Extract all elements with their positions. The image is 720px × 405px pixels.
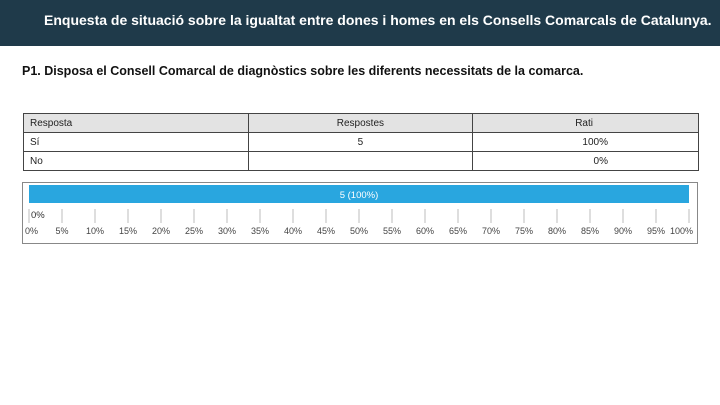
header-title: Enquesta de situació sobre la igualtat e… [44,12,712,28]
slide-header: Enquesta de situació sobre la igualtat e… [0,0,720,46]
x-tick-label: 45% [317,226,335,236]
x-tick-label: 70% [482,226,500,236]
ratio-cell: 100% [472,132,699,152]
bar-data-label: 5 (100%) [340,190,379,201]
x-tick-label: 95% [647,226,665,236]
x-tick-label: 55% [383,226,401,236]
x-tick-label: 35% [251,226,269,236]
count-cell: 5 [247,132,474,152]
x-tick-label: 10% [86,226,104,236]
table-header-row: Resposta Respostes Rati [23,113,699,133]
x-tick-label: 50% [350,226,368,236]
bar-si [29,185,689,203]
table-row: Sí 5 100% [23,132,699,152]
header-rati: Rati [472,113,699,133]
question-title: P1. Disposa el Consell Comarcal de diagn… [22,64,584,78]
x-tick-label: 85% [581,226,599,236]
answer-cell: Sí [23,132,249,152]
x-tick-label: 0% [25,226,38,236]
x-tick-label: 40% [284,226,302,236]
header-respostes: Respostes [247,113,474,133]
bar-chart-svg: 0% 5% 10% 15% 20% 25% 30% 35% 40% 45% 50% 55% 60% 65%… [25,185,693,236]
x-tick-label: 5% [55,226,68,236]
x-tick-label: 65% [449,226,467,236]
answer-cell: No [23,151,249,171]
results-table: Resposta Respostes Rati Sí 5 100% No 0% [23,113,699,171]
header-resposta: Resposta [23,113,249,133]
ratio-cell: 0% [472,151,699,171]
bar-chart: 0% 5% 10% 15% 20% 25% 30% 35% 40% 45% 50% 55% 60% 65%… [22,182,698,244]
count-cell [247,151,474,171]
table-row: No 0% [23,151,699,171]
x-tick-label: 90% [614,226,632,236]
x-tick-label: 15% [119,226,137,236]
bar-data-label: 0% [31,210,45,221]
x-tick-label: 80% [548,226,566,236]
x-tick-label: 60% [416,226,434,236]
x-tick-label: 20% [152,226,170,236]
x-tick-label: 100% [670,226,693,236]
x-tick-label: 75% [515,226,533,236]
x-tick-label: 30% [218,226,236,236]
x-tick-label: 25% [185,226,203,236]
